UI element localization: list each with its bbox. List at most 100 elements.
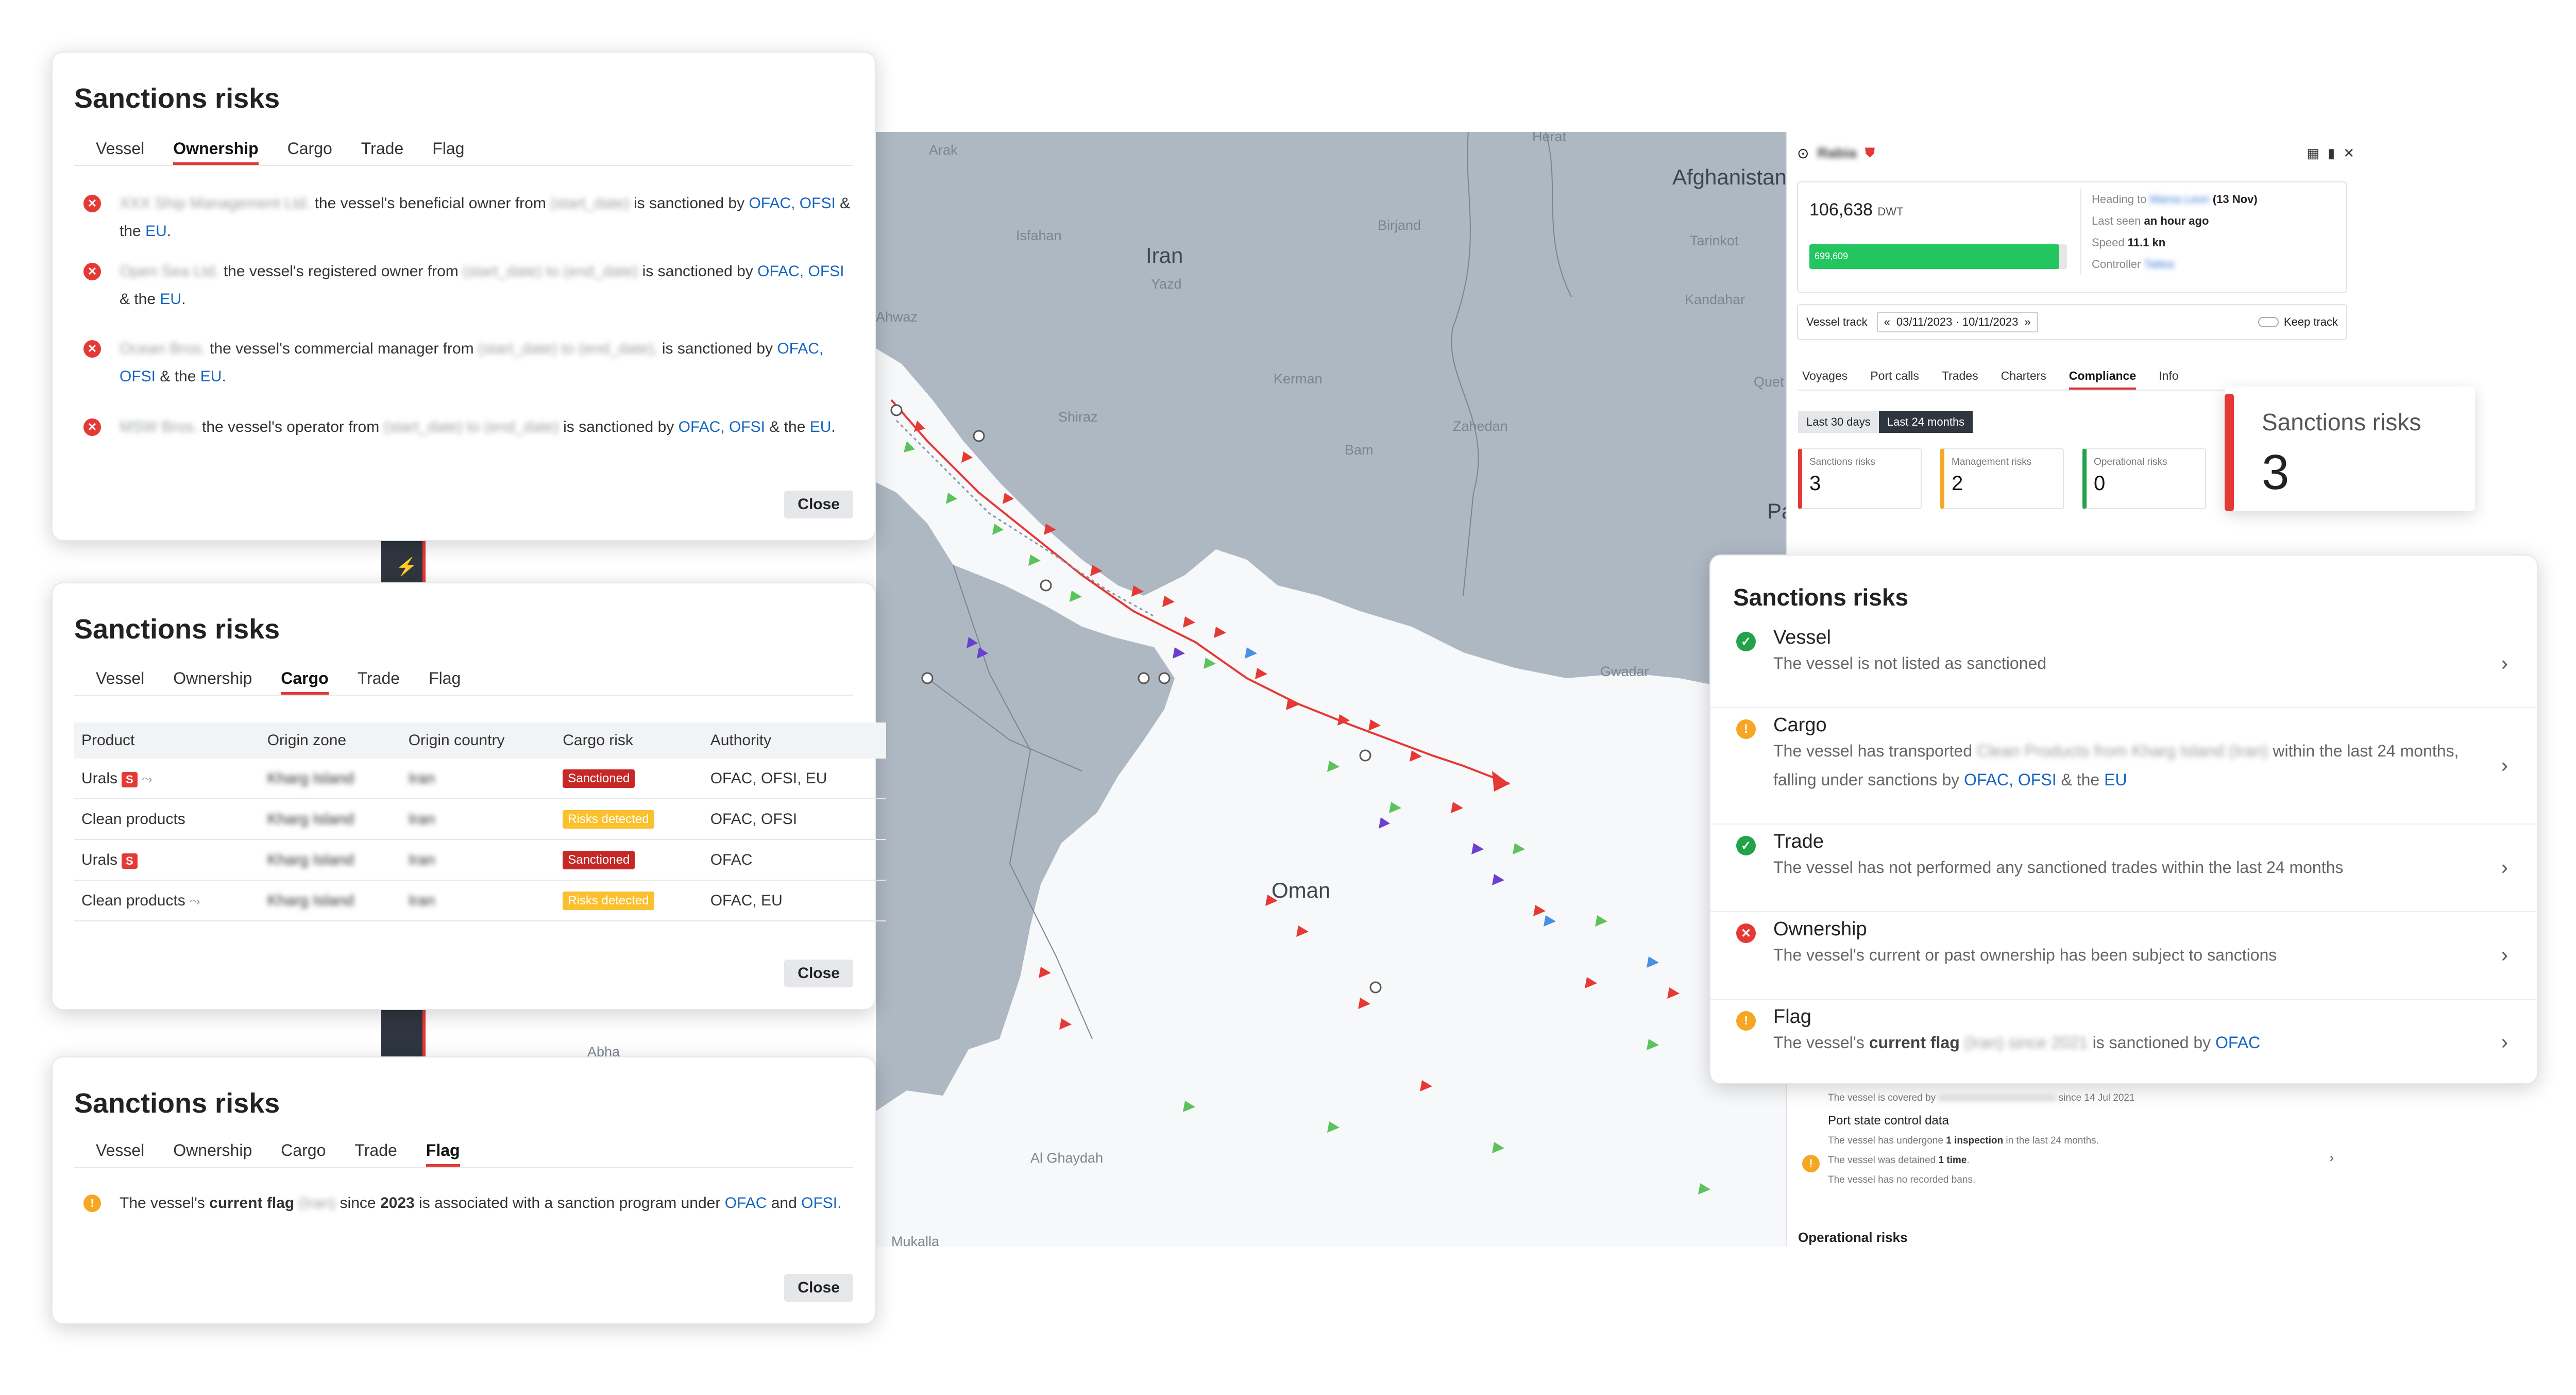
dwt-bar-label: 699,609 xyxy=(1815,251,1849,261)
ofac-link[interactable]: OFAC xyxy=(2215,1033,2261,1052)
tab-trades[interactable]: Trades xyxy=(1941,369,1978,382)
chevron-right-icon[interactable]: › xyxy=(2501,856,2508,879)
sanctioned-icon: ✕ xyxy=(83,195,101,212)
popup-tabs: Vessel Ownership Cargo Trade Flag xyxy=(74,666,853,696)
tab-cargo[interactable]: Cargo xyxy=(281,1141,326,1159)
tab-trade[interactable]: Trade xyxy=(354,1141,397,1159)
ownership-item: ✕ XXX Ship Management Ltd. the vessel's … xyxy=(83,190,853,245)
tab-trade[interactable]: Trade xyxy=(361,139,404,158)
tab-vessel[interactable]: Vessel xyxy=(96,669,145,687)
table-row[interactable]: Urals S Kharg Island Iran Sanctioned OFAC xyxy=(74,839,886,881)
operational-risks-heading: Operational risks xyxy=(1798,1230,1908,1245)
track-prev-button[interactable]: « xyxy=(1884,315,1890,328)
tab-voyages[interactable]: Voyages xyxy=(1802,369,1848,382)
ofac-link[interactable]: OFAC, xyxy=(678,418,725,435)
bookmark-icon[interactable]: ▮ xyxy=(2327,145,2335,161)
period-last-30-days[interactable]: Last 30 days xyxy=(1798,411,1879,433)
table-row[interactable]: Clean products ⤳ Kharg Island Iran Risks … xyxy=(74,880,886,921)
tab-ownership[interactable]: Ownership xyxy=(173,669,252,687)
eu-link[interactable]: EU xyxy=(200,368,222,385)
map-label-afghanistan: Afghanistan xyxy=(1672,165,1786,189)
ofsi-link[interactable]: OFSI. xyxy=(801,1195,842,1212)
eu-link[interactable]: EU xyxy=(145,223,167,240)
tab-port-calls[interactable]: Port calls xyxy=(1870,369,1919,382)
track-date-range[interactable]: « 03/11/2023 · 10/11/2023 » xyxy=(1876,312,2038,332)
psc-bans: The vessel has no recorded bans. xyxy=(1828,1174,1976,1185)
tab-flag[interactable]: Flag xyxy=(426,1138,460,1167)
chevron-right-icon[interactable]: › xyxy=(2501,652,2508,675)
risk-summary-cards: Sanctions risks 3 Management risks 2 Ope… xyxy=(1798,448,2206,509)
map-label-arak: Arak xyxy=(929,142,958,158)
close-button[interactable]: Close xyxy=(784,491,853,518)
chevron-right-icon[interactable]: › xyxy=(2501,944,2508,967)
sanctions-row-flag[interactable]: ! Flag The vessel's current flag (Iran) … xyxy=(1710,1000,2537,1085)
ofac-link[interactable]: OFAC, xyxy=(749,195,795,212)
sanction-badge: S xyxy=(122,853,138,869)
tab-compliance[interactable]: Compliance xyxy=(2069,365,2137,390)
lightning-icon[interactable]: ⚡ xyxy=(396,557,418,577)
warning-icon: ! xyxy=(1736,1011,1756,1031)
table-row[interactable]: Clean products Kharg Island Iran Risks d… xyxy=(74,799,886,840)
tab-flag[interactable]: Flag xyxy=(429,669,461,687)
eu-link[interactable]: EU xyxy=(2104,770,2127,789)
map-canvas xyxy=(876,132,1786,1247)
ofsi-link[interactable]: OFSI xyxy=(799,195,836,212)
tab-ownership[interactable]: Ownership xyxy=(173,1141,252,1159)
risk-badge: Risks detected xyxy=(563,892,654,910)
tab-vessel[interactable]: Vessel xyxy=(96,1141,145,1159)
sanctions-count-card[interactable]: Sanctions risks 3 xyxy=(2225,386,2475,511)
tab-info[interactable]: Info xyxy=(2159,369,2179,382)
map-label-al-ghaydah: Al Ghaydah xyxy=(1030,1150,1104,1166)
dwt-value: 106,638 DWT xyxy=(1809,200,1904,220)
ofac-link[interactable]: OFAC, xyxy=(1964,770,2014,789)
map-label-kandahar: Kandahar xyxy=(1685,292,1745,307)
dwt-capacity-fill xyxy=(1809,244,2059,269)
sanctions-row-trade[interactable]: ✓ Trade The vessel has not performed any… xyxy=(1710,825,2537,912)
ownership-item: ✕ MSW Bros. the vessel's operator from (… xyxy=(83,413,853,441)
tab-trade[interactable]: Trade xyxy=(357,669,400,687)
port-state-control[interactable]: ! Port state control data The vessel has… xyxy=(1798,1114,2349,1194)
vessel-map[interactable]: Arak Herat Afghanistan Iran Yazd Birjand… xyxy=(876,132,1786,1247)
tab-cargo[interactable]: Cargo xyxy=(287,139,332,158)
track-next-button[interactable]: » xyxy=(2024,315,2031,328)
warning-icon: ! xyxy=(83,1195,101,1212)
ofsi-link[interactable]: OFSI xyxy=(808,263,844,280)
tab-flag[interactable]: Flag xyxy=(432,139,465,158)
ofsi-link[interactable]: OFSI xyxy=(2018,770,2057,789)
close-icon[interactable]: ✕ xyxy=(2343,145,2354,161)
close-button[interactable]: Close xyxy=(784,960,853,987)
sanctions-row-vessel[interactable]: ✓ Vessel The vessel is not listed as san… xyxy=(1710,620,2537,708)
ofac-link[interactable]: OFAC, xyxy=(777,340,824,357)
ofac-link[interactable]: OFAC xyxy=(724,1195,767,1212)
toggle-switch[interactable] xyxy=(2258,317,2279,327)
tab-charters[interactable]: Charters xyxy=(2001,369,2046,382)
eu-link[interactable]: EU xyxy=(809,418,832,435)
track-range-value[interactable]: 03/11/2023 · 10/11/2023 xyxy=(1896,315,2019,328)
sanctions-row-ownership[interactable]: ✕ Ownership The vessel's current or past… xyxy=(1710,912,2537,1000)
close-button[interactable]: Close xyxy=(784,1274,853,1302)
eu-link[interactable]: EU xyxy=(160,291,182,308)
sanctions-row-cargo[interactable]: ! Cargo The vessel has transported Clean… xyxy=(1710,708,2537,825)
management-risks-card[interactable]: Management risks 2 xyxy=(1940,448,2064,509)
table-row[interactable]: Urals S ⤳ Kharg Island Iran Sanctioned OFA… xyxy=(74,759,886,799)
chevron-right-icon[interactable]: › xyxy=(2501,1031,2508,1054)
controller-link[interactable]: Taltea xyxy=(2144,258,2174,271)
sanctions-risks-card[interactable]: Sanctions risks 3 xyxy=(1798,448,1922,509)
shield-icon: ⛊ xyxy=(1865,145,1875,160)
tab-cargo[interactable]: Cargo xyxy=(281,666,329,695)
map-label-pa: Pa xyxy=(1767,499,1786,523)
ofac-link[interactable]: OFAC, xyxy=(757,263,804,280)
ofsi-link[interactable]: OFSI xyxy=(120,368,156,385)
period-last-24-months[interactable]: Last 24 months xyxy=(1878,411,1973,433)
chevron-right-icon[interactable]: › xyxy=(2329,1150,2334,1165)
vessel-track-row: Vessel track « 03/11/2023 · 10/11/2023 »… xyxy=(1797,304,2347,340)
grid-icon[interactable]: ▦ xyxy=(2307,145,2319,161)
operational-risks-card[interactable]: Operational risks 0 xyxy=(2082,448,2206,509)
sanctions-count-value: 3 xyxy=(2262,445,2290,500)
tab-vessel[interactable]: Vessel xyxy=(96,139,145,158)
keep-track-toggle[interactable]: Keep track xyxy=(2258,315,2338,329)
tab-ownership[interactable]: Ownership xyxy=(173,136,259,165)
chevron-right-icon[interactable]: › xyxy=(2501,754,2508,777)
heading-destination[interactable]: Marsa Leon xyxy=(2149,193,2210,206)
ofsi-link[interactable]: OFSI xyxy=(728,418,765,435)
